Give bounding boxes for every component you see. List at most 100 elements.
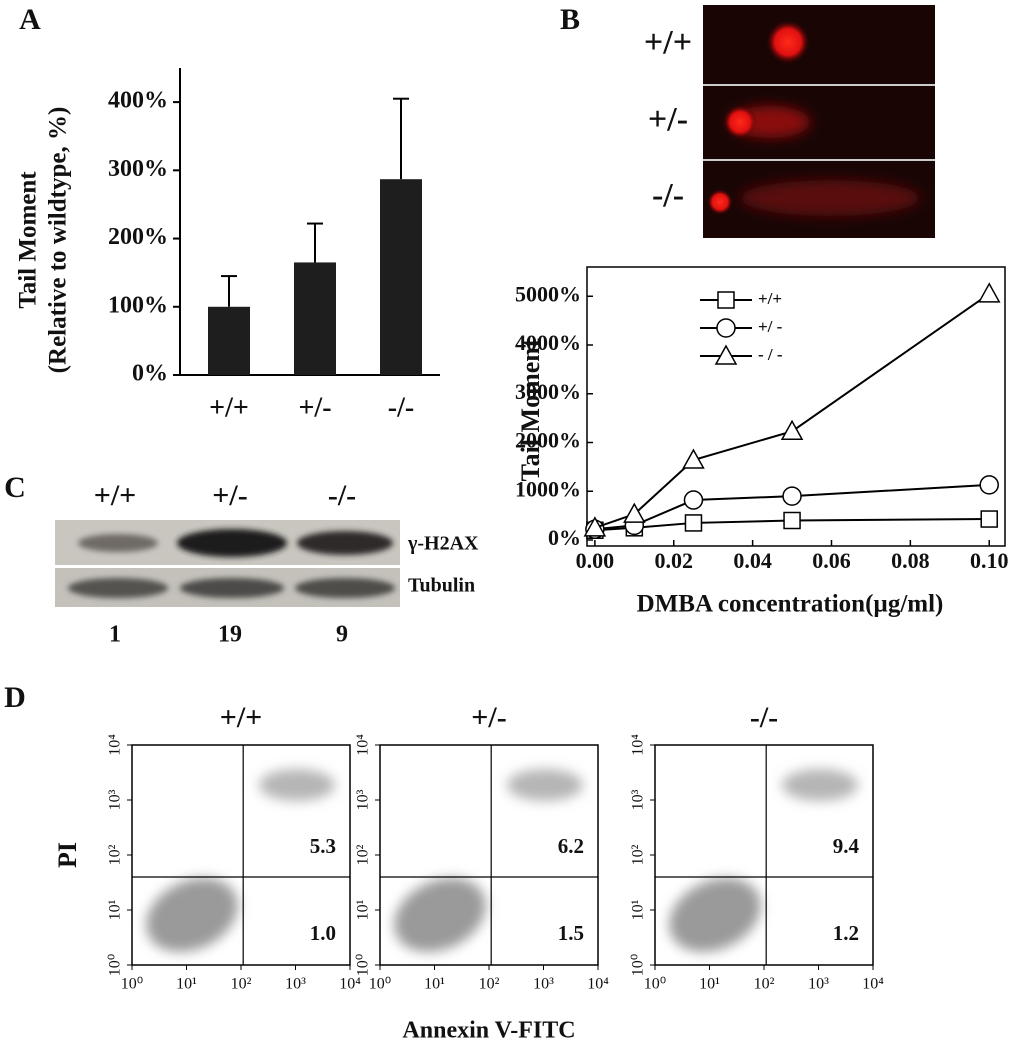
x-tick-label: 0.10 xyxy=(970,548,1009,573)
legend-label: - / - xyxy=(758,345,783,364)
y-tick-label: 10² xyxy=(355,844,372,865)
plot-frame xyxy=(586,266,1006,547)
comet-row-label: +/- xyxy=(648,101,688,138)
x-tick-label: 10⁰ xyxy=(121,976,143,993)
x-tick-label: 10² xyxy=(479,976,500,993)
marker-square xyxy=(980,510,998,528)
blot-column-label: +/- xyxy=(212,479,247,512)
y-tick-label: 4000% xyxy=(515,330,581,355)
panel-label: D xyxy=(4,681,26,714)
x-axis-label: Annexin V-FITC xyxy=(402,1018,575,1044)
x-tick-label: 10⁰ xyxy=(369,976,391,993)
y-tick-label: 10⁴ xyxy=(107,734,124,756)
y-tick-label: 10⁴ xyxy=(355,734,372,756)
x-tick-label: 10⁴ xyxy=(339,976,361,993)
panel-label: B xyxy=(560,3,580,36)
blot-band xyxy=(180,578,284,598)
western-blot xyxy=(55,520,400,607)
cell-cloud xyxy=(507,769,583,801)
marker-circle xyxy=(979,475,999,495)
blot-band xyxy=(297,531,393,555)
y-tick-label: 0% xyxy=(548,525,581,550)
x-tick-label: 10¹ xyxy=(699,976,720,993)
comet-tail xyxy=(740,180,920,216)
x-tick-label: 10¹ xyxy=(424,976,445,993)
x-tick-label: 10⁰ xyxy=(644,976,666,993)
y-tick-label: 400% xyxy=(108,88,168,114)
y-tick-label: 10¹ xyxy=(107,899,124,920)
bar xyxy=(294,262,336,375)
marker-triangle xyxy=(714,344,738,365)
marker-square xyxy=(717,291,735,309)
y-tick-label: 0% xyxy=(132,361,168,387)
plot-title: +/+ xyxy=(220,701,263,734)
blot-row-label: γ-H2AX xyxy=(407,533,479,555)
quadrant-value: 6.2 xyxy=(558,834,584,858)
comet-head xyxy=(723,105,757,139)
y-tick-label: 10² xyxy=(630,844,647,865)
y-tick-label: 10¹ xyxy=(355,899,372,920)
x-tick-label: 10³ xyxy=(808,976,829,993)
cell-cloud xyxy=(782,769,858,801)
x-tick-label: 10² xyxy=(231,976,252,993)
marker-circle xyxy=(716,318,736,338)
x-tick-label: 0.08 xyxy=(891,548,930,573)
x-axis-label: DMBA concentration(µg/ml) xyxy=(637,591,944,618)
marker-triangle xyxy=(623,502,646,523)
y-axis-label: Tail Moment xyxy=(516,338,545,481)
fold-change: 19 xyxy=(218,622,242,648)
y-tick-label: 10³ xyxy=(355,789,372,810)
x-tick-label: +/- xyxy=(298,392,331,423)
marker-triangle xyxy=(977,282,1001,303)
x-tick-label: 10³ xyxy=(285,976,306,993)
blot-column-label: +/+ xyxy=(94,479,137,512)
cell-cloud xyxy=(146,878,238,952)
x-tick-label: 10³ xyxy=(533,976,554,993)
y-tick-label: 10³ xyxy=(107,789,124,810)
x-tick-label: 10⁴ xyxy=(862,976,884,993)
y-tick-label: 10⁰ xyxy=(107,954,124,976)
y-tick-label: 2000% xyxy=(515,428,581,453)
x-tick-label: 10⁴ xyxy=(587,976,609,993)
comet-head xyxy=(766,20,810,64)
cell-cloud xyxy=(394,878,486,952)
bar xyxy=(380,179,422,375)
quadrant-value: 1.2 xyxy=(833,921,859,945)
y-axis-label: Tail Moment xyxy=(15,171,42,309)
y-tick-label: 10³ xyxy=(630,789,647,810)
panel-label: A xyxy=(19,3,41,36)
fold-change: 1 xyxy=(109,622,121,648)
marker-triangle xyxy=(780,419,804,441)
marker-square xyxy=(783,511,801,530)
y-axis-label: (Relative to wildtype, %) xyxy=(45,107,72,374)
x-tick-label: -/- xyxy=(388,392,414,423)
y-tick-label: 10⁴ xyxy=(630,734,647,756)
x-tick-label: 10¹ xyxy=(176,976,197,993)
y-tick-label: 10¹ xyxy=(630,899,647,920)
quadrant-value: 1.0 xyxy=(310,921,336,945)
y-tick-label: 100% xyxy=(108,292,168,318)
blot-band xyxy=(295,578,395,598)
plot-title: -/- xyxy=(750,701,778,734)
marker-circle xyxy=(683,490,704,510)
marker-triangle xyxy=(682,448,705,469)
blot-band xyxy=(78,534,158,552)
y-axis-label: PI xyxy=(53,842,82,868)
panel-label: C xyxy=(4,471,26,504)
cell-cloud xyxy=(259,769,335,801)
x-tick-label: 0.02 xyxy=(655,548,694,573)
comet-row-label: -/- xyxy=(652,177,684,214)
comet-images xyxy=(703,5,935,238)
quadrant-value: 9.4 xyxy=(833,834,860,858)
marker-circle xyxy=(782,486,802,506)
blot-band xyxy=(68,578,168,598)
quadrant-value: 1.5 xyxy=(558,921,584,945)
marker-triangle xyxy=(583,516,607,537)
comet-head xyxy=(707,189,733,215)
plot-title: +/- xyxy=(471,701,506,734)
blot-column-label: -/- xyxy=(328,479,356,512)
bar xyxy=(208,306,250,375)
x-tick-label: +/+ xyxy=(209,392,249,423)
